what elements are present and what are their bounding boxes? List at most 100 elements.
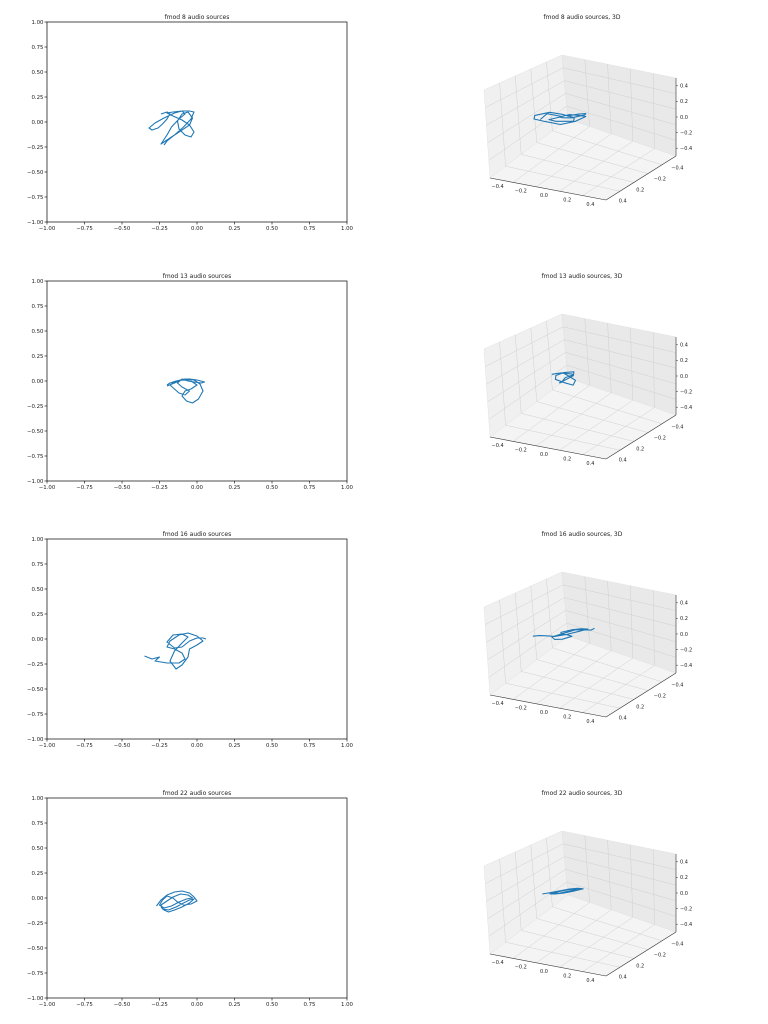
x-tick-label: −0.4 bbox=[492, 701, 504, 707]
x-tick-label: 0.4 bbox=[586, 719, 594, 725]
y-tick-label: 1.00 bbox=[31, 537, 44, 543]
x-tick-label: 0.0 bbox=[540, 193, 548, 199]
y-tick-label: −0.2 bbox=[654, 953, 666, 959]
grid-line bbox=[487, 93, 566, 144]
grid-line bbox=[564, 80, 677, 110]
plot-area bbox=[46, 21, 348, 223]
y-tick-label: −0.25 bbox=[27, 662, 44, 668]
chart-3d: fmod 13 audio sources, 3D −0.4 −0.2 0.0 0.2 0… bbox=[483, 273, 692, 467]
y-tick-label: 0.2 bbox=[636, 447, 644, 453]
grid-line bbox=[514, 75, 522, 155]
grid-line bbox=[652, 849, 655, 925]
grid-line bbox=[564, 597, 677, 627]
y-axis-line bbox=[605, 672, 677, 718]
y-tick-label: −0.75 bbox=[27, 195, 44, 201]
grid-line bbox=[564, 339, 677, 369]
x-tick-label: 0.75 bbox=[303, 226, 315, 232]
grid-line bbox=[630, 585, 634, 659]
grid-line bbox=[566, 364, 677, 400]
y-tick-label: 0.2 bbox=[636, 705, 644, 711]
x-tick-label: 1.00 bbox=[341, 743, 354, 749]
series-line bbox=[144, 632, 207, 670]
series-line bbox=[156, 890, 198, 913]
grid-line bbox=[546, 837, 553, 907]
chart-3d: fmod 22 audio sources, 3D −0.4 −0.2 0.0 0.2 0… bbox=[483, 790, 692, 984]
grid-line bbox=[487, 610, 566, 661]
x-tick-label: 0.50 bbox=[266, 1002, 279, 1008]
grid-line bbox=[521, 671, 635, 700]
z-tick-label: 0.0 bbox=[680, 632, 688, 638]
grid-line bbox=[513, 126, 590, 183]
x-tick-label: −1.00 bbox=[39, 485, 56, 491]
x-tick-label: −1.00 bbox=[39, 226, 56, 232]
grid-line bbox=[565, 869, 677, 902]
grid-line bbox=[565, 93, 677, 126]
x-tick-label: −0.25 bbox=[151, 743, 168, 749]
grid-line bbox=[487, 869, 566, 920]
y-tick-label: −0.4 bbox=[671, 942, 683, 948]
grid-line bbox=[563, 843, 677, 870]
y-tick-label: 0.75 bbox=[31, 304, 43, 310]
grid-line bbox=[565, 610, 677, 643]
grid-line bbox=[607, 581, 612, 651]
grid-line bbox=[488, 622, 567, 678]
x-tick-label: −1.00 bbox=[39, 743, 56, 749]
z-tick-label: 0.0 bbox=[680, 115, 688, 121]
grid-line bbox=[630, 68, 634, 142]
y-tick-label: 0.50 bbox=[31, 70, 44, 76]
grid-line bbox=[485, 67, 564, 108]
y-tick-label: −0.4 bbox=[671, 683, 683, 689]
y-tick-label: 0.2 bbox=[636, 964, 644, 970]
y-tick-label: −0.2 bbox=[654, 694, 666, 700]
x-tick-label: −0.2 bbox=[515, 965, 527, 971]
grid-line bbox=[584, 576, 590, 644]
grid-line bbox=[536, 909, 612, 964]
x-tick-label: 1.00 bbox=[341, 1002, 354, 1008]
y-tick-label: −1.00 bbox=[27, 996, 44, 1002]
x-tick-label: −0.50 bbox=[114, 743, 131, 749]
grid-line bbox=[566, 105, 677, 141]
grid-line bbox=[499, 858, 506, 943]
y-axis-line bbox=[605, 414, 677, 460]
x-tick-label: −0.25 bbox=[151, 226, 168, 232]
x-tick-label: 0.50 bbox=[266, 485, 279, 491]
x-axis-line bbox=[489, 177, 607, 201]
grid-line bbox=[652, 590, 655, 666]
y-tick-label: 0.4 bbox=[619, 975, 627, 981]
grid-line bbox=[488, 881, 567, 937]
z-tick-label: 0.2 bbox=[680, 875, 688, 881]
x-tick-label: 0.00 bbox=[191, 1002, 204, 1008]
y-tick-label: 0.00 bbox=[31, 637, 44, 643]
chart-2d: fmod 22 audio sources −1.00 −0.75 −0.50 −0.2… bbox=[27, 790, 354, 1008]
grid-line bbox=[552, 647, 663, 683]
plot-area bbox=[46, 280, 348, 482]
grid-line bbox=[530, 68, 538, 143]
y-tick-label: 0.00 bbox=[31, 896, 44, 902]
grid-line bbox=[513, 643, 590, 700]
z-tick-label: 0.2 bbox=[680, 358, 688, 364]
grid-line bbox=[559, 657, 633, 709]
y-tick-label: −0.75 bbox=[27, 971, 44, 977]
z-tick-label: 0.0 bbox=[680, 891, 688, 897]
chart-title: fmod 8 audio sources bbox=[165, 14, 230, 21]
grid-line bbox=[536, 133, 612, 188]
grid-line bbox=[630, 844, 634, 918]
grid-line bbox=[536, 659, 649, 691]
y-tick-label: 0.25 bbox=[31, 95, 43, 101]
y-tick-label: −0.75 bbox=[27, 454, 44, 460]
grid-line bbox=[536, 650, 612, 705]
x-tick-label: 0.25 bbox=[228, 743, 240, 749]
y-tick-label: 0.50 bbox=[31, 329, 44, 335]
x-tick-label: 0.2 bbox=[563, 456, 571, 462]
grid-line bbox=[607, 64, 612, 134]
grid-line bbox=[505, 941, 621, 968]
y-tick-label: 0.4 bbox=[619, 716, 627, 722]
y-tick-label: 0.50 bbox=[31, 846, 44, 852]
x-tick-label: 0.25 bbox=[228, 485, 240, 491]
y-tick-label: 1.00 bbox=[31, 796, 44, 802]
x-axis-line bbox=[489, 694, 607, 718]
grid-line bbox=[513, 385, 590, 442]
x-tick-label: 0.25 bbox=[228, 226, 240, 232]
grid-line bbox=[485, 584, 564, 625]
y-tick-label: −0.75 bbox=[27, 712, 44, 718]
